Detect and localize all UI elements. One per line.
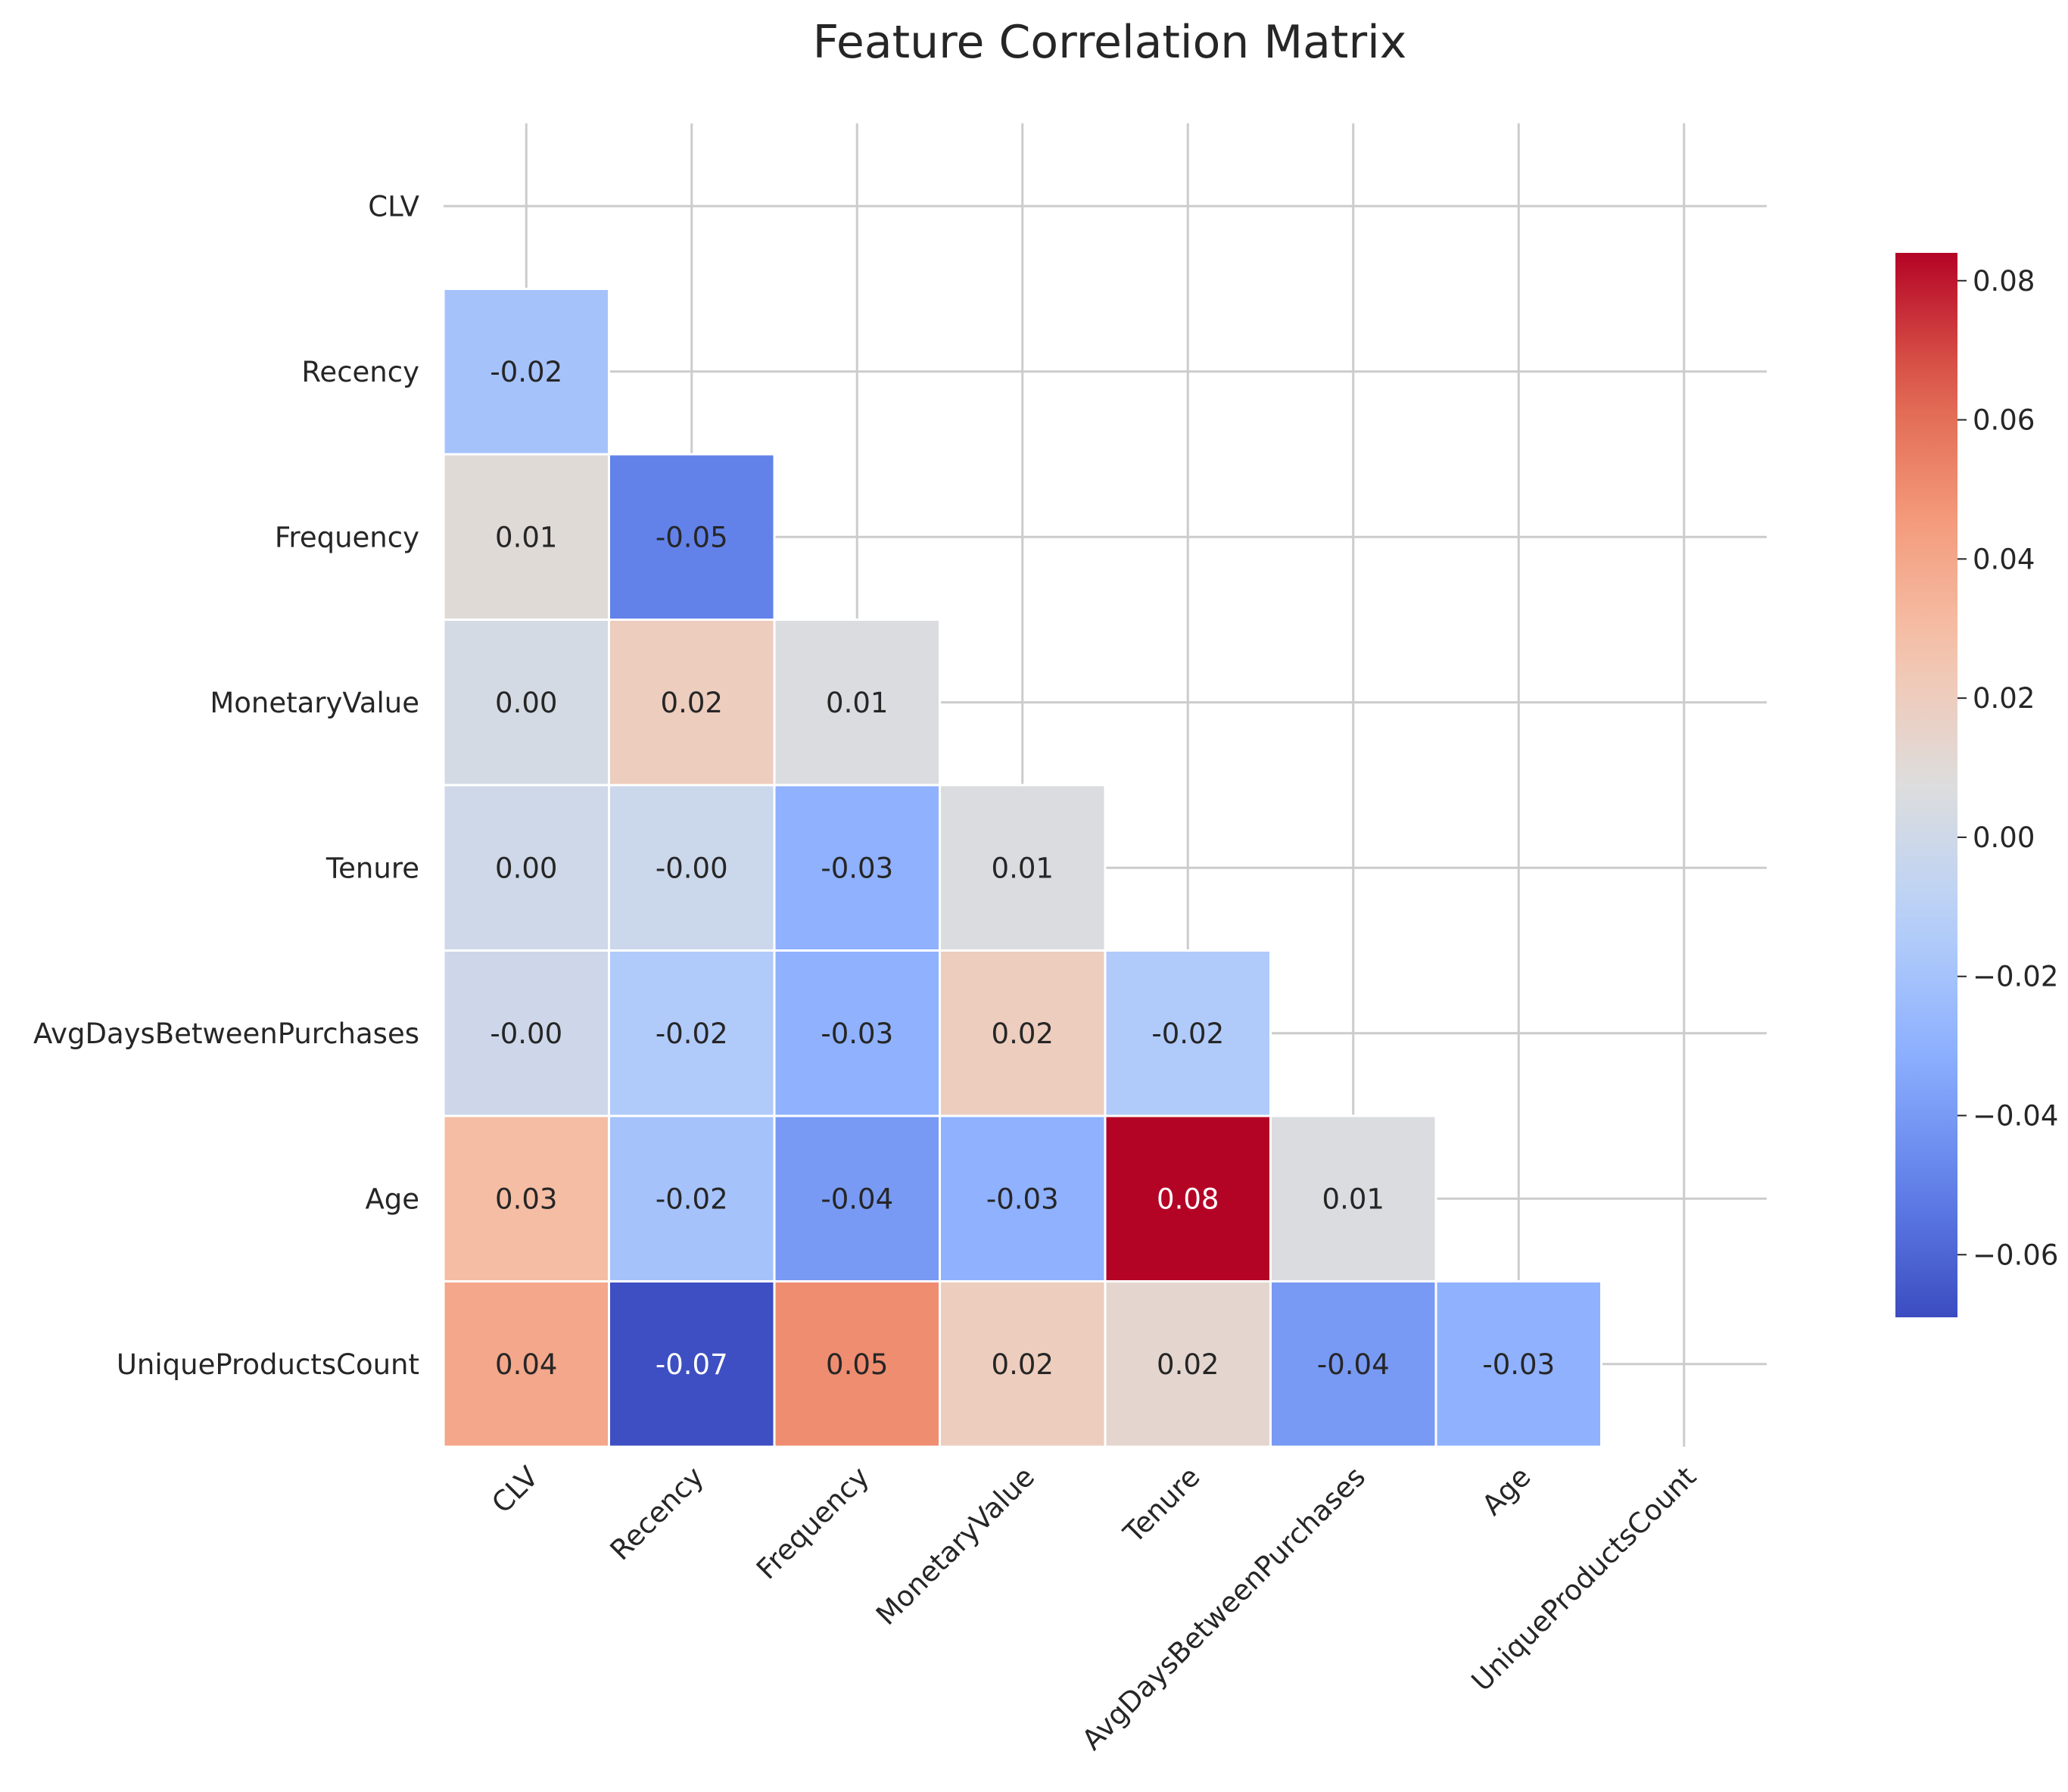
colorbar-tick-label: 0.04	[1973, 543, 2035, 575]
y-tick-label: MonetaryValue	[210, 687, 419, 719]
heatmap-cell	[442, 619, 610, 787]
cell-annotation: -0.03	[821, 852, 893, 884]
cell-annotation: 0.01	[495, 521, 557, 553]
cell-annotation: 0.01	[992, 852, 1054, 884]
y-tick-label: Frequency	[275, 521, 419, 553]
heatmap-cell	[1104, 1114, 1272, 1282]
colorbar-tick-label: −0.04	[1973, 1100, 2058, 1133]
cell-annotation: -0.03	[821, 1018, 893, 1050]
cell-annotation: 0.05	[826, 1348, 888, 1381]
heatmap-cell	[1104, 949, 1272, 1117]
cell-annotation: -0.02	[490, 356, 562, 388]
y-tick-label: Tenure	[325, 852, 419, 884]
cell-annotation: 0.00	[495, 852, 557, 884]
cell-annotation: -0.05	[656, 521, 728, 553]
y-tick-label: CLV	[368, 190, 419, 223]
heatmap-cell	[608, 619, 776, 787]
y-tick-label: Recency	[301, 356, 419, 388]
chart-title: Feature Correlation Matrix	[813, 16, 1407, 69]
cell-annotation: -0.03	[986, 1183, 1059, 1215]
heatmap-cell	[608, 949, 776, 1117]
y-axis-tick-labels: CLV Recency Frequency MonetaryValue Tenure Av…	[33, 190, 419, 1381]
heatmap-cell	[939, 784, 1107, 952]
heatmap-cell	[608, 1114, 776, 1282]
colorbar-tick-label: 0.06	[1973, 404, 2035, 437]
cell-annotation: 0.01	[826, 687, 888, 719]
cell-annotation: 0.00	[495, 687, 557, 719]
x-tick-label: AvgDaysBetweenPurchases	[1076, 1460, 1372, 1756]
cell-annotation: -0.03	[1482, 1348, 1555, 1381]
cell-annotation: 0.03	[495, 1183, 557, 1215]
y-tick-label: Age	[365, 1183, 419, 1215]
cell-annotation: -0.02	[1151, 1018, 1224, 1050]
heatmap-cell	[773, 1114, 941, 1282]
x-tick-label: Recency	[604, 1460, 710, 1566]
y-tick-label: UniqueProductsCount	[117, 1348, 419, 1381]
colorbar-ticks: 0.08 0.06 0.04 0.02 0.00 −0.02 −0.04 −0.06	[1957, 265, 2058, 1271]
heatmap-cell	[939, 949, 1107, 1117]
cell-annotation: 0.01	[1322, 1183, 1384, 1215]
colorbar-tick-label: 0.02	[1973, 682, 2035, 715]
heatmap-cell	[608, 1280, 776, 1448]
cell-annotation: 0.04	[495, 1348, 557, 1381]
y-tick-label: AvgDaysBetweenPurchases	[33, 1018, 419, 1050]
cell-annotation: -0.00	[656, 852, 728, 884]
heatmap-cell	[442, 1114, 610, 1282]
colorbar-tick-label: 0.00	[1973, 821, 2035, 854]
heatmap-cell	[773, 619, 941, 787]
cell-annotation: 0.02	[661, 687, 723, 719]
cell-annotation: 0.02	[992, 1018, 1054, 1050]
x-tick-label: CLV	[485, 1460, 544, 1519]
x-tick-label: MonetaryValue	[870, 1460, 1041, 1631]
x-tick-label: Frequency	[750, 1460, 876, 1586]
cell-annotation: -0.04	[1317, 1348, 1390, 1381]
colorbar: 0.08 0.06 0.04 0.02 0.00 −0.02 −0.04 −0.06	[1895, 253, 2058, 1317]
cell-annotation: -0.04	[821, 1183, 893, 1215]
colorbar-gradient	[1895, 253, 1957, 1317]
heatmap-cell	[1104, 1280, 1272, 1448]
x-tick-label: Age	[1476, 1460, 1537, 1522]
colorbar-tick-label: −0.06	[1973, 1239, 2058, 1271]
cell-annotation: 0.02	[992, 1348, 1054, 1381]
cell-annotation: -0.00	[490, 1018, 562, 1050]
heatmap-cell	[773, 949, 941, 1117]
cell-annotation: 0.02	[1157, 1348, 1219, 1381]
colorbar-tick-label: −0.02	[1973, 961, 2058, 993]
heatmap-cell	[773, 784, 941, 952]
cell-annotation: -0.07	[656, 1348, 728, 1381]
heatmap-cell	[939, 1114, 1107, 1282]
heatmap-cell	[1434, 1280, 1602, 1448]
cell-annotation: -0.02	[656, 1183, 728, 1215]
cell-annotations: -0.02 0.01 -0.05 0.00 0.02 0.01 0.00 -0.00 -0.03…	[490, 356, 1555, 1381]
heatmap-cell	[1269, 1114, 1437, 1282]
heatmap-cell	[1269, 1280, 1437, 1448]
cell-annotation: -0.02	[656, 1018, 728, 1050]
colorbar-tick-label: 0.08	[1973, 265, 2035, 298]
heatmap-cell	[442, 949, 610, 1117]
heatmap-cells	[442, 288, 1602, 1448]
heatmap-cell	[442, 1280, 610, 1448]
cell-annotation: 0.08	[1157, 1183, 1219, 1215]
heatmap-cell	[442, 784, 610, 952]
x-tick-label: Tenure	[1117, 1460, 1206, 1550]
